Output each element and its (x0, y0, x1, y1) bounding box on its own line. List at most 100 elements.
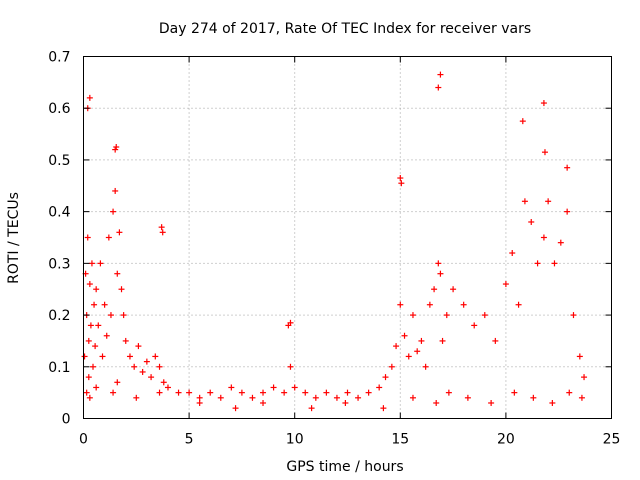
data-point (228, 384, 235, 391)
data-point (196, 394, 203, 401)
data-point (519, 118, 526, 125)
y-axis-label: ROTI / TECUs (6, 192, 22, 284)
data-point (435, 84, 442, 91)
data-point (409, 312, 416, 319)
data-point (401, 332, 408, 339)
data-point (86, 94, 93, 101)
data-point (120, 312, 127, 319)
x-tick-label: 25 (603, 432, 621, 448)
data-point (557, 239, 564, 246)
data-point (382, 374, 389, 381)
data-point (87, 322, 94, 329)
data-point (581, 374, 588, 381)
data-point (85, 337, 92, 344)
data-point (131, 363, 138, 370)
data-point (139, 368, 146, 375)
data-point (116, 229, 123, 236)
data-point (287, 319, 294, 326)
data-point (99, 353, 106, 360)
data-point (437, 270, 444, 277)
data-point (156, 363, 163, 370)
data-point (471, 322, 478, 329)
y-tick-label: 0.7 (48, 50, 70, 66)
data-point (112, 187, 119, 194)
data-point (260, 399, 267, 406)
data-point (551, 260, 558, 267)
data-point (105, 234, 112, 241)
data-point (81, 353, 88, 360)
x-tick-label: 5 (185, 432, 194, 448)
data-point (196, 399, 203, 406)
data-point (393, 343, 400, 350)
data-point (450, 286, 457, 293)
y-tick-labels: 0 0.1 0.2 0.3 0.4 0.5 0.6 0.7 (48, 50, 70, 428)
data-point (521, 198, 528, 205)
data-point (405, 353, 412, 360)
data-point (126, 353, 133, 360)
data-point (398, 180, 405, 187)
data-point (439, 337, 446, 344)
data-point (249, 394, 256, 401)
chart-title: Day 274 of 2017, Rate Of TEC Index for r… (159, 21, 531, 37)
x-tick-label: 15 (391, 432, 409, 448)
data-point (397, 175, 404, 182)
data-point (534, 260, 541, 267)
data-point (281, 389, 288, 396)
data-point (564, 164, 571, 171)
data-point (564, 208, 571, 215)
data-point (342, 399, 349, 406)
y-tick-label: 0.1 (48, 360, 70, 376)
data-point (502, 281, 509, 288)
data-point (270, 384, 277, 391)
x-tick-label: 10 (286, 432, 304, 448)
data-point (148, 374, 155, 381)
data-point (114, 270, 121, 277)
data-point (344, 389, 351, 396)
data-point (97, 260, 104, 267)
data-point (232, 405, 239, 412)
data-point (164, 384, 171, 391)
data-point (207, 389, 214, 396)
data-point (103, 332, 110, 339)
data-point (287, 363, 294, 370)
data-point (90, 363, 97, 370)
data-point (95, 322, 102, 329)
data-point (445, 389, 452, 396)
data-point (110, 208, 117, 215)
data-point (570, 312, 577, 319)
data-point (143, 358, 150, 365)
data-point (426, 301, 433, 308)
x-tick-label: 0 (79, 432, 88, 448)
data-point (91, 301, 98, 308)
data-point (397, 301, 404, 308)
data-point (302, 389, 309, 396)
data-point (365, 389, 372, 396)
data-point (380, 405, 387, 412)
data-point (135, 343, 142, 350)
data-point (460, 301, 467, 308)
data-point (515, 301, 522, 308)
data-point (93, 384, 100, 391)
data-point (333, 394, 340, 401)
data-point (409, 394, 416, 401)
data-point (323, 389, 330, 396)
data-point (540, 234, 547, 241)
data-point (481, 312, 488, 319)
data-point (291, 384, 298, 391)
axis-ticks (83, 56, 612, 419)
data-point (152, 353, 159, 360)
data-point (492, 337, 499, 344)
data-point (414, 348, 421, 355)
data-point (576, 353, 583, 360)
data-point (85, 374, 92, 381)
y-tick-label: 0.4 (48, 205, 70, 221)
data-point (159, 229, 166, 236)
data-point (443, 312, 450, 319)
data-point (388, 363, 395, 370)
data-point (433, 399, 440, 406)
data-point (437, 71, 444, 78)
data-point (107, 312, 114, 319)
data-point (118, 286, 125, 293)
data-point (110, 389, 117, 396)
